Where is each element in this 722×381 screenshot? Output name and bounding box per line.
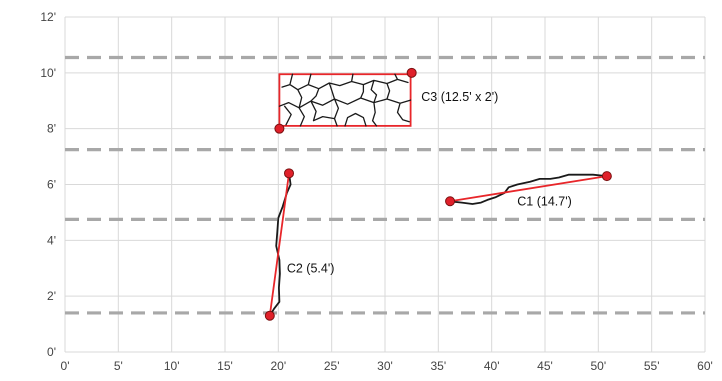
x-tick-label: 55' (644, 359, 660, 373)
x-tick-label: 5' (114, 359, 123, 373)
crack-c3-end-point (406, 67, 417, 78)
crack-c2-end-point (284, 168, 294, 179)
crack-c3-pattern (278, 73, 412, 127)
y-tick-label: 10' (40, 66, 56, 80)
crack-c1-measure-line (449, 175, 608, 203)
crack-c2-group: C2 (5.4') (264, 168, 335, 321)
crack-c2-measure-line (268, 173, 290, 316)
crack-c2-label: C2 (5.4') (287, 261, 335, 275)
crack-c1-group: C1 (14.7') (445, 171, 612, 208)
crack-c1-trace (449, 173, 608, 205)
x-tick-label: 45' (537, 359, 553, 373)
y-axis-ticks: 0' 2' 4' 6' 8' 10' 12' (40, 10, 56, 359)
crack-c1-start-point (445, 196, 456, 207)
x-tick-label: 0' (61, 359, 70, 373)
x-tick-label: 35' (431, 359, 447, 373)
crack-c3-group: C3 (12.5' x 2') (274, 67, 498, 134)
x-tick-label: 25' (324, 359, 340, 373)
x-tick-label: 15' (217, 359, 233, 373)
x-tick-label: 40' (484, 359, 500, 373)
crack-c2-start-point (264, 310, 275, 321)
y-tick-label: 6' (47, 178, 56, 192)
y-tick-label: 2' (47, 289, 56, 303)
y-tick-label: 8' (47, 122, 56, 136)
x-tick-label: 60' (697, 359, 713, 373)
x-tick-label: 50' (591, 359, 607, 373)
x-tick-label: 20' (271, 359, 287, 373)
y-tick-label: 4' (47, 233, 56, 247)
crack-c3-label: C3 (12.5' x 2') (421, 90, 498, 104)
lane-dashed-lines (65, 55, 705, 315)
x-tick-label: 30' (377, 359, 393, 373)
y-tick-label: 0' (47, 345, 56, 359)
grid (64, 16, 706, 353)
crack-c1-label: C1 (14.7') (517, 194, 572, 208)
y-tick-label: 12' (40, 10, 56, 24)
x-axis-ticks: 0' 5' 10' 15' 20' 25' 30' 35' 40' 45' 50' 55' 60' (61, 359, 713, 373)
crack-c3-start-point (274, 123, 285, 134)
x-tick-label: 10' (164, 359, 180, 373)
crack-c1-end-point (601, 171, 612, 182)
